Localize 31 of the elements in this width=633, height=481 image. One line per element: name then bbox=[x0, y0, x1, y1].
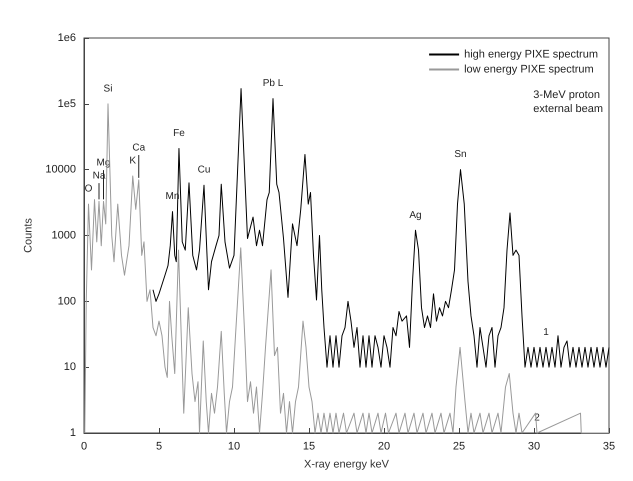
y-tick-label: 10 bbox=[64, 361, 76, 374]
x-tick-label: 15 bbox=[302, 440, 316, 452]
annotation: 1 bbox=[543, 326, 550, 338]
annotation: Pb L bbox=[262, 78, 284, 90]
annotation: 3-MeV proton external beam bbox=[533, 89, 604, 115]
x-tick-label: 5 bbox=[156, 440, 162, 452]
y-axis-title: Counts bbox=[22, 218, 34, 253]
annotation: O bbox=[84, 184, 93, 195]
y-tick-label: 1 bbox=[70, 427, 76, 439]
annotation: Ag bbox=[409, 210, 422, 221]
y-tick-label: 100 bbox=[58, 295, 76, 308]
y-tick-label: 10000 bbox=[45, 164, 76, 176]
x-tick-label: 10 bbox=[228, 440, 240, 452]
x-tick-label: 25 bbox=[452, 440, 466, 452]
line-series bbox=[152, 88, 610, 368]
x-axis-title: X-ray energy keV bbox=[304, 458, 390, 470]
y-tick-label: 1e5 bbox=[58, 98, 76, 110]
x-tick-label: 0 bbox=[80, 440, 88, 452]
x-tick-label: 20 bbox=[378, 440, 390, 452]
legend-label: low energy PIXE spectrum bbox=[464, 64, 594, 76]
x-tick-label: 30 bbox=[528, 440, 540, 452]
legend-label: high energy PIXE spectrum bbox=[464, 48, 598, 60]
annotation: Si bbox=[104, 83, 112, 94]
y-tick-label: 1e6 bbox=[58, 32, 76, 44]
y-tick-label: 1000 bbox=[52, 230, 76, 242]
annotation: Ca bbox=[132, 142, 146, 154]
annotation: Sn bbox=[454, 149, 467, 160]
annotation: K bbox=[129, 156, 136, 167]
x-tick-label: 35 bbox=[602, 440, 616, 452]
annotation: Cu bbox=[198, 164, 210, 176]
annotation: Fe bbox=[173, 128, 186, 139]
